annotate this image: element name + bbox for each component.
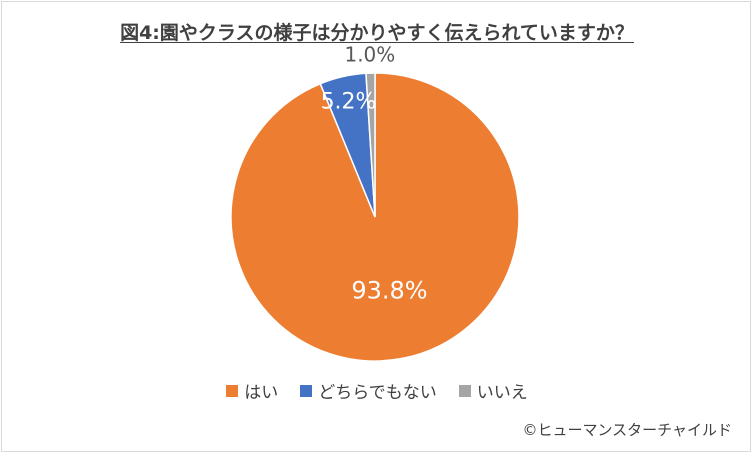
legend-item-no: いいえ [458,378,528,403]
legend-item-yes: はい [226,378,278,403]
legend-swatch-neutral [300,384,313,397]
pie-slice-no [365,72,376,218]
legend-label-neutral: どちらでもない [318,383,437,403]
legend: はい どちらでもない いいえ [0,378,754,403]
copyright-credit: ©ヒューマンスターチャイルド [522,421,732,439]
legend-label-yes: はい [244,383,279,403]
data-label-yes: 93.8% [351,276,427,304]
data-label-neutral: 5.2% [321,89,377,114]
legend-item-neutral: どちらでもない [300,378,437,403]
legend-label-no: いいえ [476,383,528,403]
legend-swatch-no [458,384,471,397]
data-label-no: 1.0% [344,42,395,66]
legend-swatch-yes [226,384,239,397]
chart-title: 図4:園やクラスの様子は分かりやすく伝えられていますか？ [120,22,634,44]
